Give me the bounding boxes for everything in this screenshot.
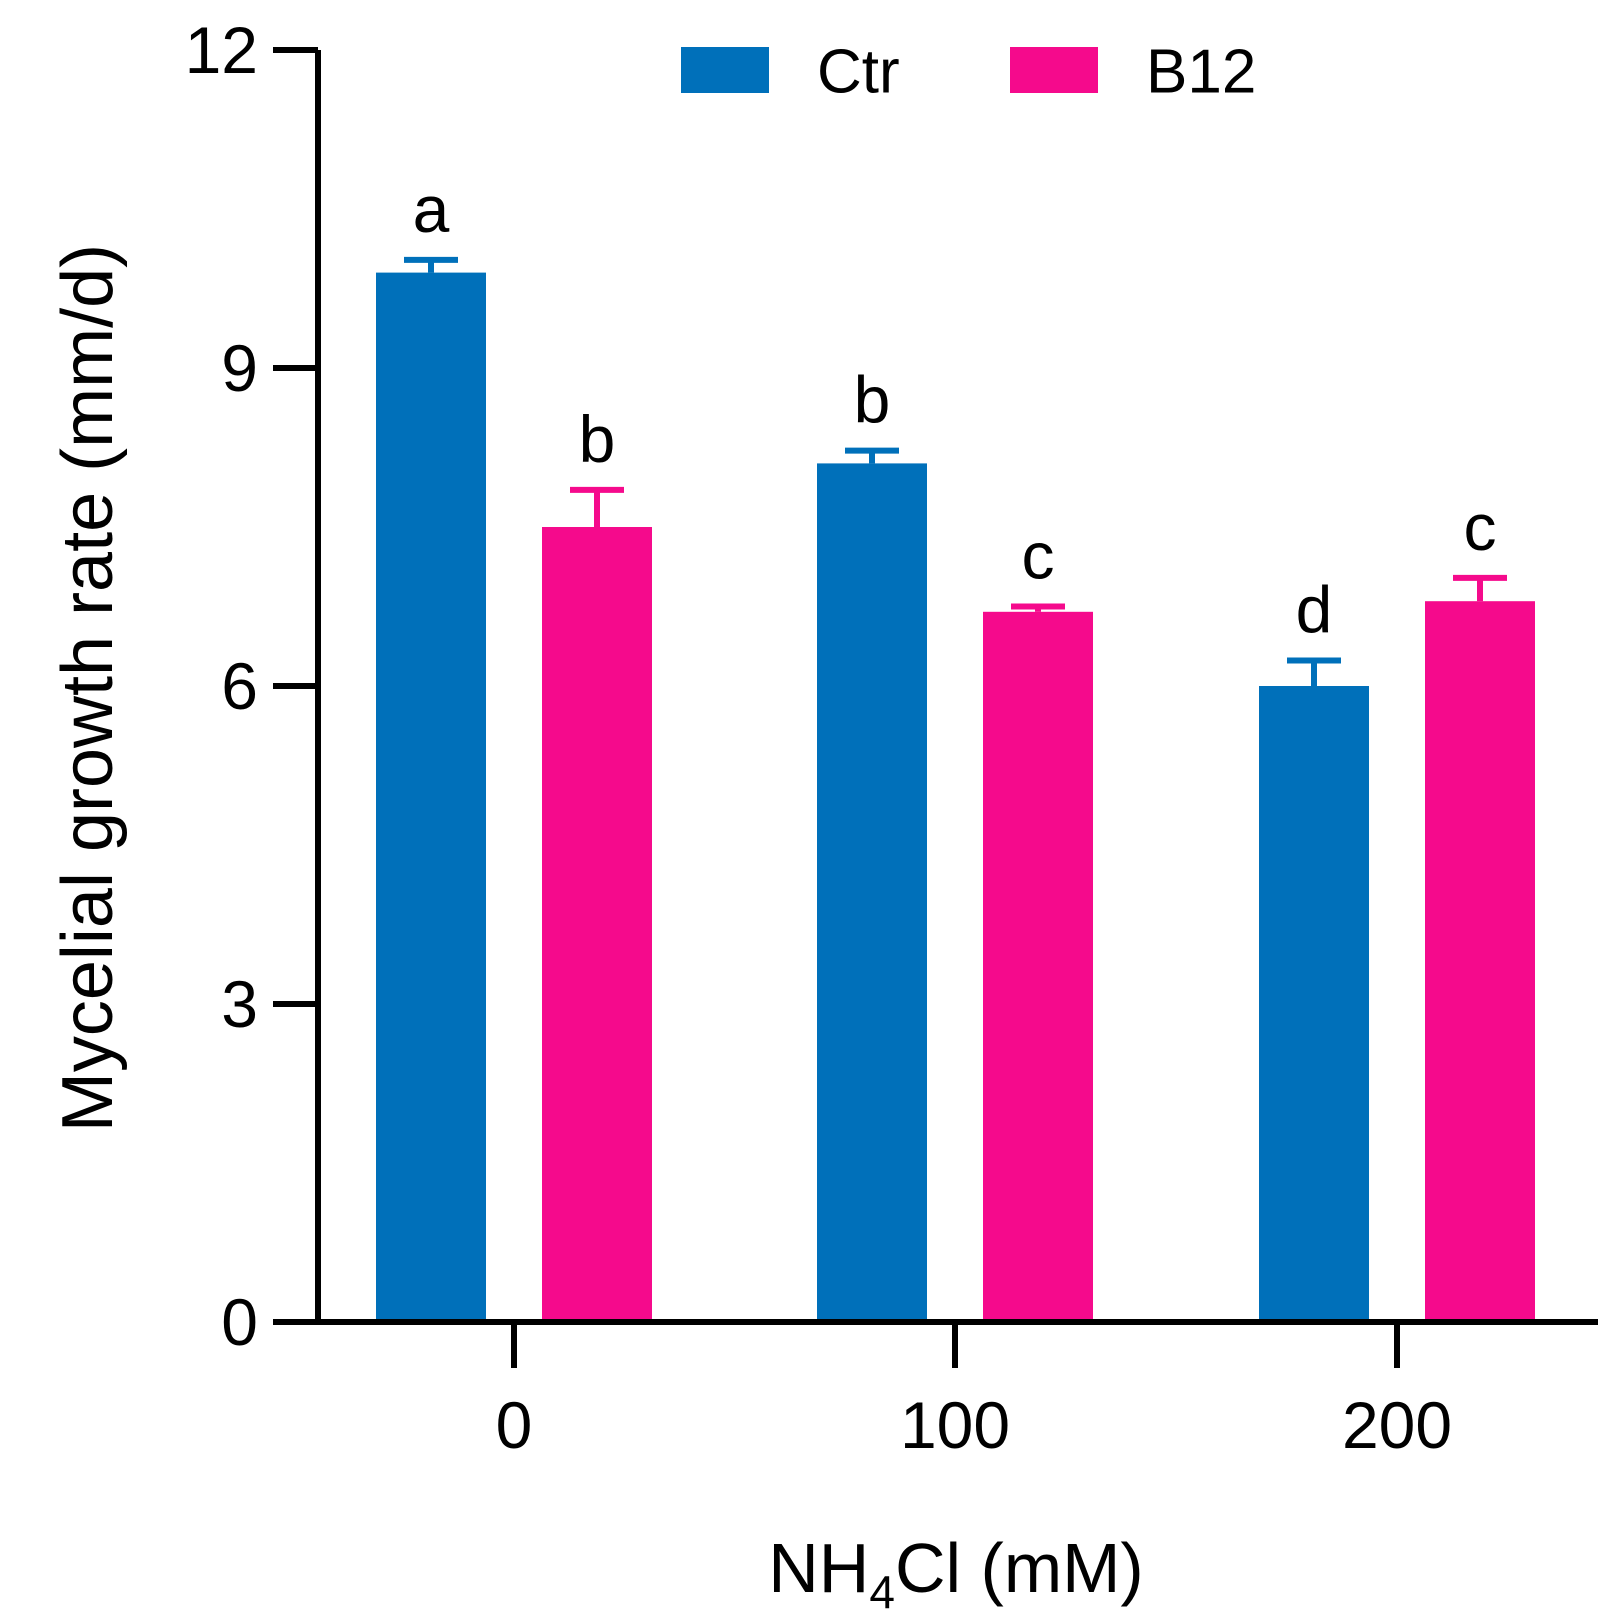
bar-ctr-100 <box>817 463 927 1322</box>
error-bar-ctr-100 <box>845 447 899 464</box>
y-tick-label-9: 9 <box>221 331 258 405</box>
error-bars-layer <box>404 256 1507 686</box>
legend: Ctr B12 <box>681 38 1256 107</box>
y-tick-label-6: 6 <box>221 649 258 723</box>
legend-swatch-b12 <box>1010 47 1098 93</box>
x-axis-label-subscript: 4 <box>869 1566 895 1618</box>
significance-letter-ctr-100: b <box>854 363 891 437</box>
y-axis-label: Mycelial growth rate (mm/d) <box>48 244 128 1132</box>
significance-letters-layer: a b d b c c <box>413 172 1497 647</box>
legend-label-b12: B12 <box>1146 38 1256 107</box>
bar-ctr-0 <box>376 272 486 1323</box>
x-ticks-layer: 0 100 200 <box>496 1322 1452 1462</box>
error-bar-ctr-0 <box>404 256 458 273</box>
x-tick-label-100: 100 <box>900 1388 1010 1462</box>
y-tick-label-0: 0 <box>221 1285 258 1359</box>
x-axis-label-suffix: Cl (mM) <box>895 1529 1144 1607</box>
bar-b12-0 <box>542 527 652 1322</box>
significance-letter-ctr-200: d <box>1296 573 1333 647</box>
significance-letter-ctr-0: a <box>413 172 450 246</box>
x-tick-label-0: 0 <box>496 1388 533 1462</box>
bar-ctr-200 <box>1259 686 1369 1322</box>
legend-item-b12: B12 <box>1010 38 1256 107</box>
error-bar-ctr-200 <box>1287 657 1341 686</box>
bar-b12-100 <box>983 611 1093 1322</box>
significance-letter-b12-100: c <box>1022 519 1055 593</box>
x-axis-label-prefix: NH <box>768 1529 869 1607</box>
error-bar-b12-100 <box>1011 603 1065 612</box>
legend-swatch-ctr <box>681 47 769 93</box>
significance-letter-b12-200: c <box>1464 490 1497 564</box>
legend-item-ctr: Ctr <box>681 38 900 107</box>
y-tick-label-3: 3 <box>221 967 258 1041</box>
x-tick-label-200: 200 <box>1342 1388 1452 1462</box>
y-ticks-layer: 0 3 6 9 12 <box>185 13 318 1359</box>
significance-letter-b12-0: b <box>579 402 616 476</box>
y-tick-label-12: 12 <box>185 13 258 87</box>
x-axis-label: NH4Cl (mM) <box>768 1529 1144 1618</box>
error-bar-b12-0 <box>570 486 624 527</box>
axes <box>315 50 1598 1325</box>
bar-b12-200 <box>1425 601 1535 1322</box>
error-bar-b12-200 <box>1453 574 1507 602</box>
bars-layer <box>376 272 1535 1323</box>
legend-label-ctr: Ctr <box>817 38 900 107</box>
